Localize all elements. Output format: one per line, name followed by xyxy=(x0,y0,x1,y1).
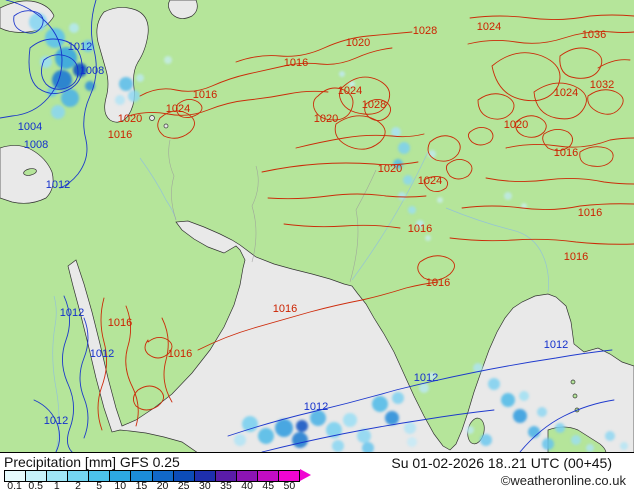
scale-cell xyxy=(110,471,132,481)
isobar-label: 1012 xyxy=(44,415,68,427)
isobar-label: 1004 xyxy=(18,121,42,133)
scale-tick: 2 xyxy=(75,480,81,490)
isobar-label: 1028 xyxy=(413,25,437,37)
isobar-label: 1008 xyxy=(24,139,48,151)
scale-tick: 0.5 xyxy=(28,480,44,490)
isobar-label-layer: 1016102010161024101610201028102410201028… xyxy=(18,21,614,427)
scale-cell xyxy=(68,471,90,481)
isobar-label: 1024 xyxy=(166,103,190,115)
scale-cell xyxy=(89,471,111,481)
weather-map: 1016 1020 1016 1024 1016 1020 1028 1024 1020 1028… xyxy=(0,0,634,453)
legend-title: Precipitation [mm] GFS 0.25 xyxy=(4,454,180,470)
isobar-label: 1016 xyxy=(168,348,192,360)
isobar-layer-red xyxy=(97,14,634,431)
scale-tick: 20 xyxy=(156,480,169,490)
precip-scale-ticks: 0.1 0.5 1 2 5 10 15 20 25 30 35 40 45 50 xyxy=(4,480,300,490)
isobar-label: 1024 xyxy=(418,175,442,187)
scale-cell xyxy=(47,471,69,481)
legend-footer: Precipitation [mm] GFS 0.25 0.1 0.5 1 2 5 10 1… xyxy=(0,453,634,490)
scale-cell xyxy=(279,471,300,481)
scale-cell xyxy=(236,471,258,481)
isobar-label: 1012 xyxy=(68,41,92,53)
precip-scale-bar xyxy=(4,470,300,482)
isobar-label: 1024 xyxy=(554,87,578,99)
scale-tick: 5 xyxy=(96,480,103,490)
isobar-label: 1036 xyxy=(582,29,606,41)
scale-tick: 0.1 xyxy=(7,480,22,490)
sea-layer xyxy=(0,0,634,452)
isobar-label: 1016 xyxy=(564,251,588,263)
scale-tick: 1 xyxy=(53,480,60,490)
isobar-label: 1020 xyxy=(378,163,402,175)
isobar-label: 1020 xyxy=(346,37,370,49)
isobar-label: 1028 xyxy=(362,99,386,111)
scale-tick: 50 xyxy=(283,480,296,490)
scale-tick: 35 xyxy=(220,480,232,490)
isobar-label: 1032 xyxy=(590,79,614,91)
scale-cell xyxy=(26,471,48,481)
scale-tick: 10 xyxy=(114,480,127,490)
precip-scale-arrow xyxy=(300,469,311,481)
isobar-label: 1020 xyxy=(118,113,142,125)
isobar-label: 1020 xyxy=(504,119,528,131)
isobar-label: 1016 xyxy=(108,317,132,329)
isobar-label: 1012 xyxy=(304,401,328,413)
isobar-label: 1016 xyxy=(108,129,132,141)
scale-cell xyxy=(131,471,153,481)
precipitation-layer xyxy=(29,13,628,452)
scale-tick: 45 xyxy=(262,480,275,490)
isobar-layer-blue xyxy=(0,0,615,452)
isobar-label: 1020 xyxy=(314,113,338,125)
isobar-label: 1012 xyxy=(46,179,70,191)
isobar-label: 1024 xyxy=(477,21,501,33)
isobar-label: 1016 xyxy=(273,303,297,315)
copyright: ©weatheronline.co.uk xyxy=(500,473,626,488)
isobar-label: 1012 xyxy=(90,348,114,360)
isobar-label: 1008 xyxy=(80,65,104,77)
isobar-label: 1012 xyxy=(414,372,438,384)
isobar-label: 1016 xyxy=(408,223,432,235)
isobar-label: 1024 xyxy=(338,85,362,97)
forecast-datetime: Su 01-02-2026 18..21 UTC (00+45) xyxy=(391,455,612,471)
scale-cell xyxy=(215,471,237,481)
scale-tick: 40 xyxy=(241,480,253,490)
isobar-label: 1012 xyxy=(544,339,568,351)
scale-cell xyxy=(152,471,174,481)
scale-cell xyxy=(173,471,195,481)
scale-cell xyxy=(257,471,280,481)
scale-cell xyxy=(5,471,27,481)
isobar-label: 1016 xyxy=(193,89,217,101)
isobar-label: 1016 xyxy=(554,147,578,159)
scale-tick: 15 xyxy=(135,480,148,490)
isobar-label: 1016 xyxy=(426,277,450,289)
scale-cell xyxy=(194,471,216,481)
isobar-label: 1016 xyxy=(284,57,308,69)
isobar-label: 1012 xyxy=(60,307,84,319)
isobar-label: 1016 xyxy=(578,207,602,219)
scale-tick: 25 xyxy=(177,480,190,490)
scale-tick: 30 xyxy=(198,480,211,490)
border-layer xyxy=(168,139,377,283)
